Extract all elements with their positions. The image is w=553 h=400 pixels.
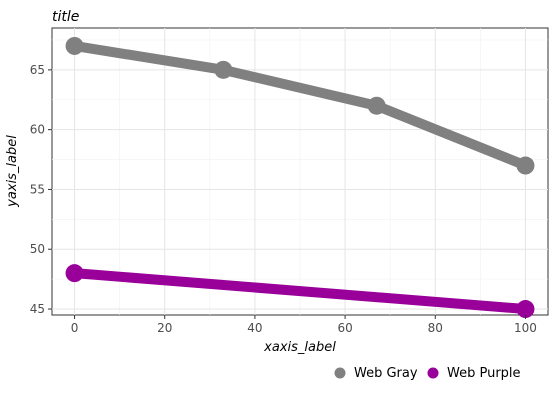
x-axis-title: xaxis_label [263, 340, 336, 355]
series-line-1 [69, 268, 531, 315]
legend-key [427, 367, 439, 379]
series-point-0 [516, 156, 535, 175]
y-tick-label: 55 [30, 182, 45, 196]
y-tick-label: 45 [30, 302, 45, 316]
series-layer [65, 36, 535, 319]
tick-marks [48, 69, 526, 319]
tick-labels: 0 20 40 60 80 100 45 50 55 60 65 [30, 63, 537, 335]
series-point-0 [214, 60, 233, 79]
y-tick-label: 50 [30, 242, 45, 256]
x-tick-label: 0 [71, 321, 79, 335]
series-point-1 [65, 264, 84, 283]
y-axis-title: yaxis_label [5, 135, 20, 208]
x-tick-label: 40 [247, 321, 262, 335]
x-tick-label: 100 [514, 321, 537, 335]
legend-label: Web Gray [354, 366, 418, 381]
y-tick-label: 65 [30, 63, 45, 77]
series-point-0 [65, 36, 84, 55]
legend: Web Gray Web Purple [334, 366, 521, 381]
x-tick-label: 80 [428, 321, 443, 335]
legend-key [334, 367, 346, 379]
x-tick-label: 20 [157, 321, 172, 335]
x-tick-label: 60 [337, 321, 352, 335]
series-point-0 [367, 96, 386, 115]
legend-label: Web Purple [447, 366, 521, 381]
series-line-0 [69, 40, 531, 171]
chart-title: title [52, 9, 79, 25]
y-tick-label: 60 [30, 123, 45, 137]
grid [52, 28, 548, 315]
series-point-1 [516, 300, 535, 319]
